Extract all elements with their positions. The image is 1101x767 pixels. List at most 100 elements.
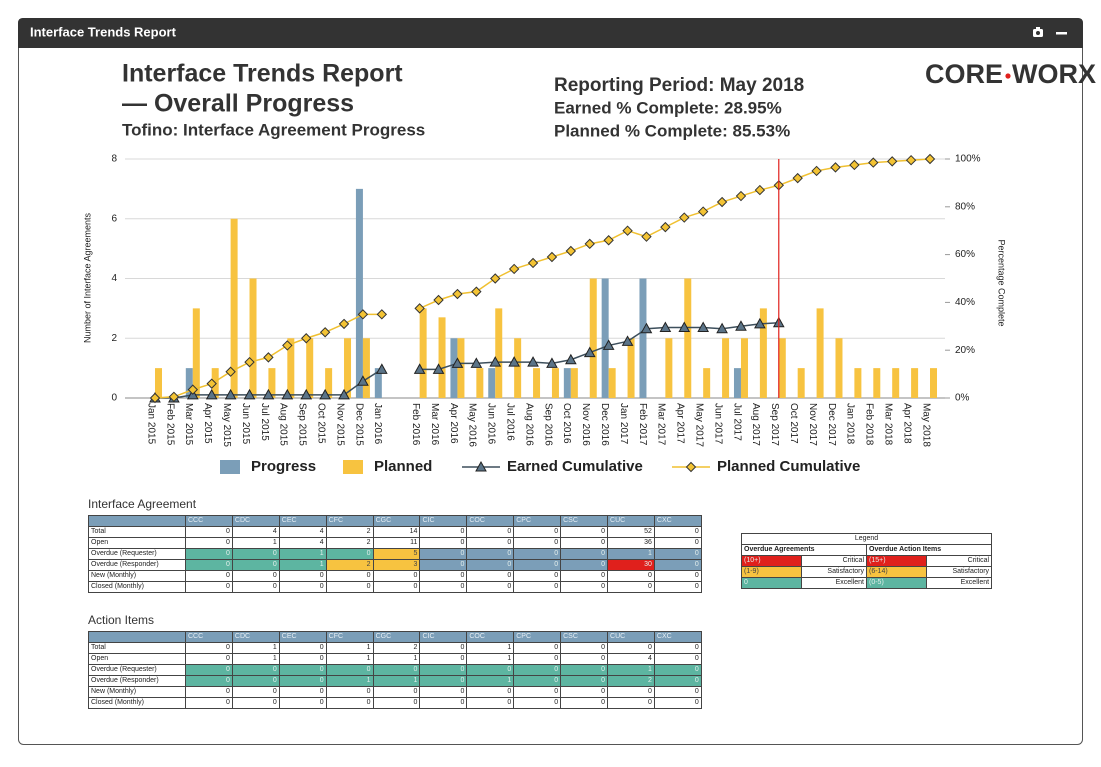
x-tick-label: Mar 2018 xyxy=(883,403,894,446)
x-tick-label: Sep 2016 xyxy=(542,403,553,446)
column-header: CPC xyxy=(513,631,562,643)
table-cell: 0 xyxy=(372,686,421,698)
row-label: Overdue (Responder) xyxy=(88,559,186,571)
table-cell: 0 xyxy=(607,686,655,698)
bar xyxy=(192,308,200,398)
legend-cell: Satisfactory xyxy=(925,566,993,578)
y2-tick-label: 80% xyxy=(955,201,975,212)
report-title: Interface Trends Report xyxy=(122,60,403,88)
table-row: Open 0 1 0 1 1 0 1 0 0 4 0 xyxy=(88,653,702,665)
table-cell: 0 xyxy=(325,548,374,560)
table-cell: 2 xyxy=(372,642,421,654)
table-cell: 0 xyxy=(278,664,327,676)
table-cell: 0 xyxy=(466,548,515,560)
bar xyxy=(778,338,786,398)
marker xyxy=(546,251,558,263)
table-cell: 0 xyxy=(231,570,280,582)
bar xyxy=(344,338,352,398)
bar xyxy=(892,368,900,398)
bar xyxy=(457,338,465,398)
marker xyxy=(300,388,313,400)
table-cell: 0 xyxy=(419,686,468,698)
table-cell: 0 xyxy=(185,664,233,676)
marker xyxy=(924,153,936,165)
marker xyxy=(244,356,255,368)
header-row: CCC CDC CEC CFC CGC CIC COC CPC CSC CUC CXC xyxy=(88,631,702,643)
legend-cell: (6-14) xyxy=(866,566,927,578)
bar xyxy=(570,368,578,398)
legend-row: (10+) Critical (15+) Critical xyxy=(741,555,993,567)
report-title: — Overall Progress xyxy=(122,90,354,118)
camera-icon[interactable] xyxy=(1033,27,1043,37)
table-cell: 0 xyxy=(419,526,468,538)
legend-row: 0 Excellent (0-5) Excellent xyxy=(741,577,993,589)
x-tick-label: Nov 2015 xyxy=(334,403,345,446)
table-cell: 4 xyxy=(231,526,280,538)
row-label: Open xyxy=(88,653,186,665)
legend-label: Progress xyxy=(251,458,316,475)
table-cell: 1 xyxy=(278,548,327,560)
table-cell: 2 xyxy=(325,537,374,549)
table-cell: 0 xyxy=(278,697,327,709)
table-cell: 0 xyxy=(185,526,233,538)
row-label: Open xyxy=(88,537,186,549)
bar xyxy=(873,368,881,398)
legend-header-row: Overdue Agreements Overdue Action Items xyxy=(741,544,993,556)
table-cell: 14 xyxy=(372,526,421,538)
marker xyxy=(489,356,502,367)
table-cell: 0 xyxy=(466,664,515,676)
y2-tick-label: 100% xyxy=(955,154,981,165)
table-cell: 0 xyxy=(653,581,702,593)
table-cell: 0 xyxy=(466,559,515,571)
table-cell: 0 xyxy=(607,697,655,709)
x-tick-label: Dec 2015 xyxy=(353,403,364,446)
marker xyxy=(735,320,747,331)
bar xyxy=(563,368,571,398)
marker xyxy=(603,235,614,246)
row-label: Total xyxy=(88,642,186,654)
legend-cell: (0-5) xyxy=(866,577,927,589)
table-cell: 2 xyxy=(325,559,374,571)
x-tick-label: Dec 2016 xyxy=(599,403,610,446)
table-cell: 0 xyxy=(560,559,609,571)
x-tick-label: Feb 2016 xyxy=(410,403,421,446)
table-cell: 0 xyxy=(513,559,562,571)
table-cell: 0 xyxy=(653,570,702,582)
column-header: CEC xyxy=(278,515,327,527)
table-row: Total 0 4 4 2 14 0 0 0 0 52 0 xyxy=(88,526,702,538)
table-cell: 0 xyxy=(231,697,280,709)
legend-swatch xyxy=(343,460,363,474)
marker xyxy=(792,172,803,184)
column-header: CUC xyxy=(607,631,655,643)
table-cell: 0 xyxy=(372,570,421,582)
y-tick-label: 0 xyxy=(111,393,117,404)
bar xyxy=(930,368,937,398)
x-tick-label: Aug 2015 xyxy=(278,403,289,446)
bar xyxy=(797,368,805,398)
table-cell: 0 xyxy=(560,526,609,538)
marker xyxy=(452,288,463,300)
x-tick-label: Jan 2015 xyxy=(145,403,156,445)
table-row: Total 0 1 0 1 2 0 1 0 0 0 0 xyxy=(88,642,702,654)
marker xyxy=(754,317,766,329)
bar xyxy=(733,368,741,398)
marker xyxy=(414,303,425,314)
bar xyxy=(355,188,363,398)
bar xyxy=(450,338,458,398)
x-tick-label: Jan 2018 xyxy=(845,403,856,445)
table-row: New (Monthly) 0 0 0 0 0 0 0 0 0 0 0 xyxy=(88,686,702,698)
table-cell: 0 xyxy=(185,570,233,582)
legend-marker xyxy=(475,460,487,472)
legend-label: Earned Cumulative xyxy=(507,458,643,475)
x-tick-label: Jul 2016 xyxy=(505,403,516,441)
minimize-icon[interactable] xyxy=(1056,32,1067,35)
legend-header: Overdue Action Items xyxy=(865,544,993,556)
bar xyxy=(835,338,843,398)
marker xyxy=(168,391,180,403)
x-tick-label: Feb 2017 xyxy=(637,403,648,446)
x-tick-label: Aug 2016 xyxy=(523,403,534,446)
row-label: Overdue (Requester) xyxy=(88,664,186,676)
table-cell: 0 xyxy=(513,653,562,665)
table-cell: 0 xyxy=(419,675,468,687)
